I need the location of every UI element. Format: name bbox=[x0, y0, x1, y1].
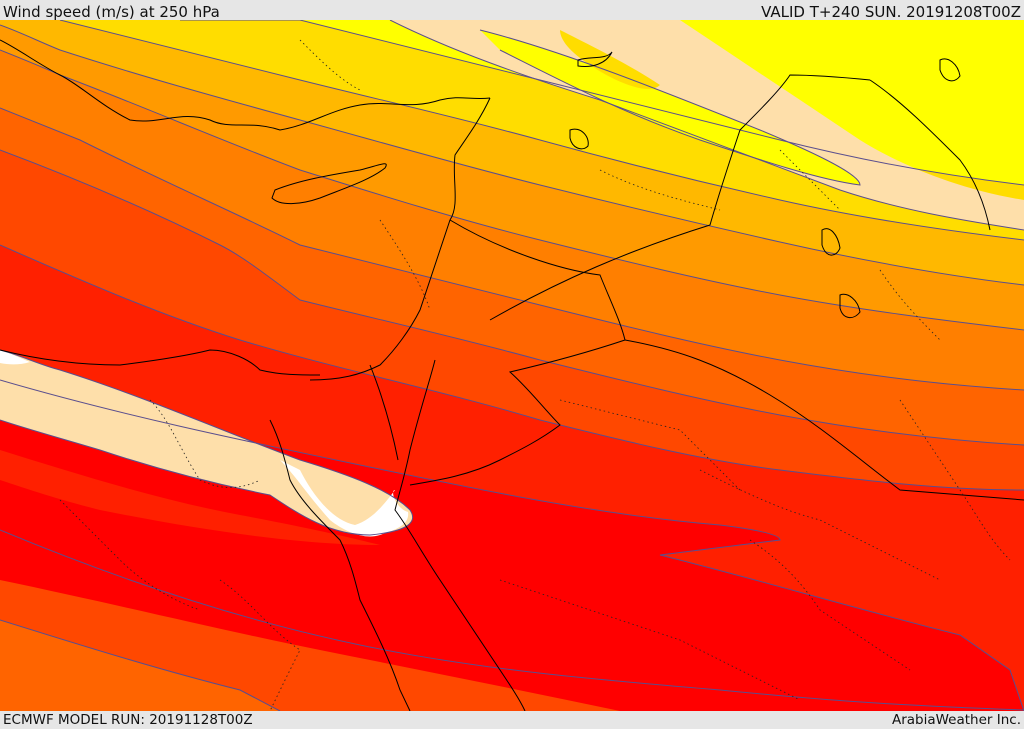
map-title: Wind speed (m/s) at 250 hPa bbox=[3, 3, 220, 21]
coastlines bbox=[0, 39, 1024, 711]
map-header: Wind speed (m/s) at 250 hPa VALID T+240 … bbox=[0, 2, 1024, 22]
model-run: ECMWF MODEL RUN: 20191128T00Z bbox=[3, 712, 253, 728]
internal-boundaries bbox=[59, 39, 1011, 711]
credit: ArabiaWeather Inc. bbox=[891, 712, 1021, 728]
wind-speed-map bbox=[0, 20, 1024, 711]
isotach-contours bbox=[0, 20, 1024, 711]
band-gold-core bbox=[560, 30, 660, 89]
valid-time: VALID T+240 SUN. 20191208T00Z bbox=[761, 3, 1021, 21]
map-canvas bbox=[0, 20, 1024, 711]
band-yellow-inner bbox=[480, 30, 860, 185]
band-redorange-wedge bbox=[0, 450, 380, 545]
band-orange-lower bbox=[0, 620, 280, 711]
band-white-core bbox=[0, 350, 409, 537]
map-footer: ECMWF MODEL RUN: 20191128T00Z ArabiaWeat… bbox=[0, 711, 1024, 729]
band-redorange-lower bbox=[0, 530, 1024, 711]
